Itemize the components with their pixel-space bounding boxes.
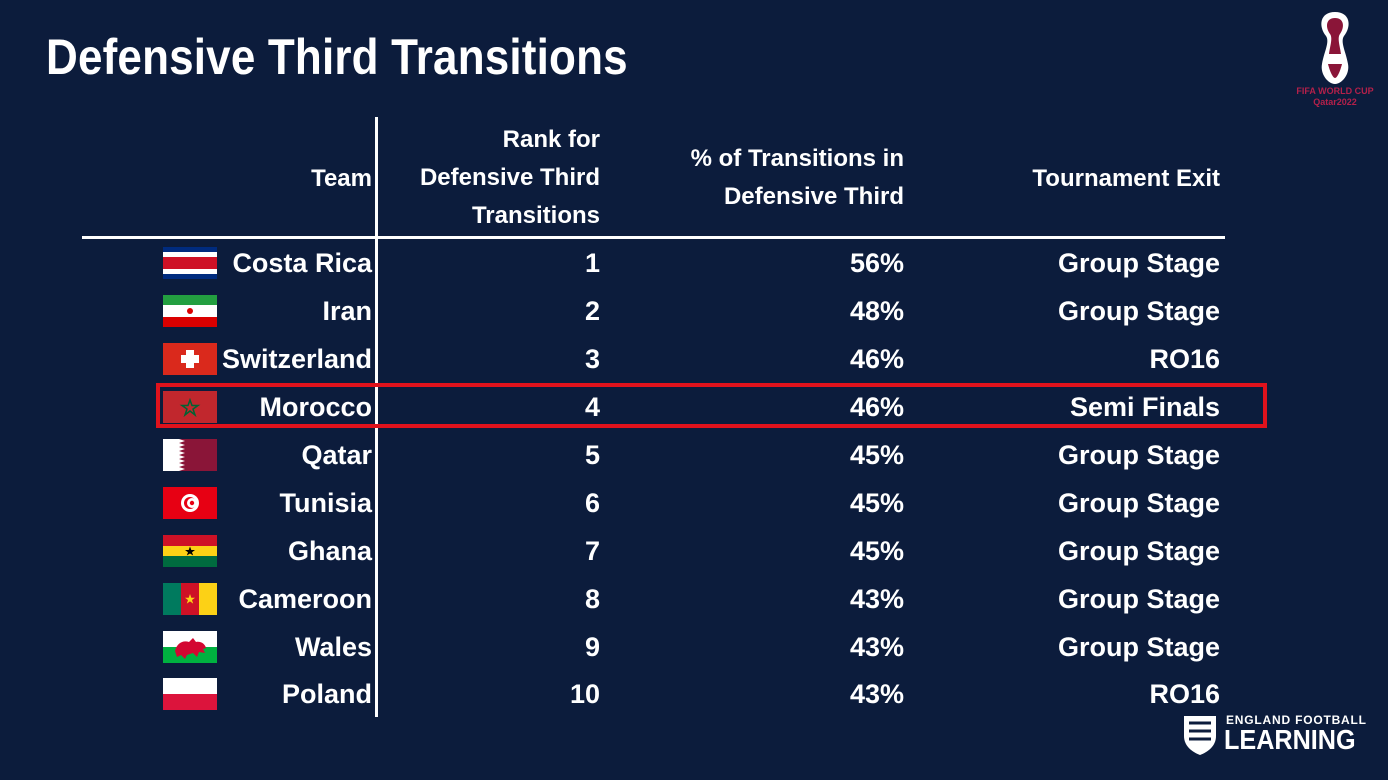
efl-logo: ENGLAND FOOTBALL LEARNING xyxy=(1182,712,1372,760)
flag-morocco xyxy=(163,391,217,423)
header-rank-line3: Transitions xyxy=(471,202,600,229)
exit-value: Group Stage xyxy=(1057,296,1220,326)
switzerland-flag-icon xyxy=(163,343,217,375)
exit-value: Group Stage xyxy=(1057,584,1220,614)
header-rank-line1: Rank for xyxy=(502,126,600,153)
poland-flag-icon xyxy=(163,678,217,710)
ghana-flag-icon xyxy=(163,535,217,567)
qatar-flag-icon xyxy=(163,439,217,471)
flag-poland xyxy=(163,678,217,710)
highlight-box-morocco xyxy=(156,383,1267,428)
pct-value: 45% xyxy=(849,488,904,518)
rank-value: 1 xyxy=(584,248,600,278)
exit-value: Group Stage xyxy=(1057,488,1220,518)
header-exit-line1: Tournament Exit xyxy=(1032,165,1220,192)
trophy-icon xyxy=(1321,12,1349,84)
efl-logo-line1: ENGLAND FOOTBALL xyxy=(1226,713,1367,727)
costa-rica-flag-icon xyxy=(163,247,217,279)
pct-value: 48% xyxy=(849,296,904,326)
column-divider xyxy=(375,117,378,717)
pct-value: 43% xyxy=(849,679,904,709)
team-name: Wales xyxy=(294,632,372,662)
header-exit: Tournament Exit xyxy=(980,160,1220,198)
rank-value: 6 xyxy=(584,488,600,518)
exit-value: Group Stage xyxy=(1057,632,1220,662)
flag-qatar xyxy=(163,439,217,471)
pct-value: 43% xyxy=(849,584,904,614)
page-title: Defensive Third Transitions xyxy=(46,29,628,85)
flag-costa-rica xyxy=(163,247,217,279)
team-name: Morocco xyxy=(259,392,372,422)
morocco-flag-icon xyxy=(163,391,217,423)
efl-logo-line2: LEARNING xyxy=(1224,724,1356,755)
rank-value: 9 xyxy=(584,632,600,662)
team-name: Qatar xyxy=(301,440,372,470)
rank-value: 10 xyxy=(569,679,600,709)
flag-iran xyxy=(163,295,217,327)
rank-value: 2 xyxy=(584,296,600,326)
iran-flag-icon xyxy=(163,295,217,327)
header-team: Team xyxy=(250,160,372,198)
exit-value: Group Stage xyxy=(1057,440,1220,470)
pct-value: 46% xyxy=(849,392,904,422)
flag-wales xyxy=(163,631,217,663)
rank-value: 8 xyxy=(584,584,600,614)
pct-value: 45% xyxy=(849,440,904,470)
flag-switzerland xyxy=(163,343,217,375)
exit-value: RO16 xyxy=(1149,679,1220,709)
header-pct: % of Transitions in Defensive Third xyxy=(640,140,904,216)
header-pct-line2: Defensive Third xyxy=(723,183,904,210)
header-pct-line1: % of Transitions in xyxy=(690,145,904,172)
flag-tunisia xyxy=(163,487,217,519)
tunisia-flag-icon xyxy=(163,487,217,519)
pct-value: 45% xyxy=(849,536,904,566)
header-rank-line2: Defensive Third xyxy=(419,164,600,191)
wales-flag-icon xyxy=(163,631,217,663)
flag-cameroon xyxy=(163,583,217,615)
exit-value: Group Stage xyxy=(1057,536,1220,566)
pct-value: 56% xyxy=(849,248,904,278)
three-lions-icon xyxy=(1184,716,1216,755)
team-name: Costa Rica xyxy=(232,248,372,278)
world-cup-logo: FIFA WORLD CUP Qatar2022 xyxy=(1290,8,1380,112)
team-name: Iran xyxy=(322,296,372,326)
exit-value: RO16 xyxy=(1149,344,1220,374)
rank-value: 4 xyxy=(584,392,600,422)
header-team-line1: Team xyxy=(311,165,372,192)
rank-value: 3 xyxy=(584,344,600,374)
header-divider xyxy=(82,236,1225,239)
exit-value: Group Stage xyxy=(1057,248,1220,278)
rank-value: 7 xyxy=(584,536,600,566)
pct-value: 43% xyxy=(849,632,904,662)
cameroon-flag-icon xyxy=(163,583,217,615)
header-rank: Rank for Defensive Third Transitions xyxy=(380,121,600,235)
team-name: Cameroon xyxy=(238,584,372,614)
world-cup-logo-line1: FIFA WORLD CUP xyxy=(1296,86,1374,96)
exit-value: Semi Finals xyxy=(1069,392,1220,422)
flag-ghana xyxy=(163,535,217,567)
team-name: Switzerland xyxy=(221,344,372,374)
team-name: Tunisia xyxy=(279,488,372,518)
world-cup-logo-line2: Qatar2022 xyxy=(1313,97,1357,107)
pct-value: 46% xyxy=(849,344,904,374)
team-name: Poland xyxy=(281,679,372,709)
team-name: Ghana xyxy=(287,536,372,566)
rank-value: 5 xyxy=(584,440,600,470)
